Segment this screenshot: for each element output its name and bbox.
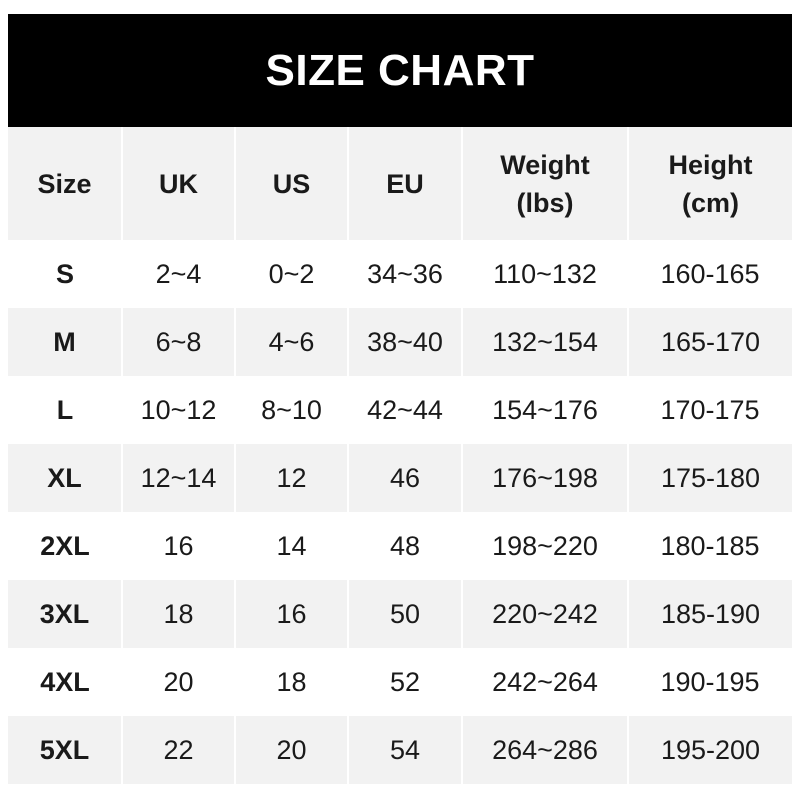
cell-weight: 132~154: [461, 308, 628, 376]
header-text: EU: [386, 168, 424, 199]
column-header-uk: UK: [121, 127, 235, 240]
cell-size: 2XL: [40, 530, 90, 561]
cell-height: 190-195: [660, 666, 760, 697]
cell-size: XL: [8, 444, 122, 512]
cell-eu: 48: [389, 530, 421, 561]
table-row: XL 12~14 12 46 176~198 175-180: [8, 444, 792, 512]
cell-size: L: [56, 394, 74, 425]
cell-weight: 264~286: [461, 716, 628, 784]
cell-weight: 110~132: [493, 258, 597, 289]
header-text: Weight: [500, 149, 590, 180]
column-header-us: US: [234, 127, 348, 240]
table-row: M 6~8 4~6 38~40 132~154 165-170: [8, 308, 792, 376]
cell-weight: 154~176: [492, 394, 598, 425]
cell-eu: 42~44: [367, 394, 443, 425]
header-text: Height: [668, 149, 753, 180]
header-text: Size: [37, 168, 92, 199]
cell-size: 4XL: [40, 666, 90, 697]
cell-uk: 16: [163, 530, 194, 561]
cell-height: 160-165: [660, 258, 760, 289]
table-row: S 2~4 0~2 34~36 110~132 160-165: [8, 240, 792, 308]
column-header-eu: EU: [347, 127, 462, 240]
cell-eu: 52: [389, 666, 421, 697]
header-text: UK: [159, 168, 198, 199]
cell-us: 8~10: [261, 394, 322, 425]
cell-us: 16: [234, 580, 348, 648]
cell-eu: 50: [347, 580, 462, 648]
table-row: L 10~12 8~10 42~44 154~176 170-175: [8, 376, 792, 444]
size-chart-table: Size UK US EU Weight (lbs) Height (cm) S 2~4 0~2 3…: [8, 127, 792, 784]
cell-us: 4~6: [234, 308, 348, 376]
cell-uk: 6~8: [121, 308, 235, 376]
table-row: 4XL 20 18 52 242~264 190-195: [8, 648, 792, 716]
cell-height: 180-185: [660, 530, 760, 561]
cell-uk: 18: [121, 580, 235, 648]
cell-size: 5XL: [8, 716, 122, 784]
cell-height: 165-170: [627, 308, 792, 376]
cell-weight: 220~242: [461, 580, 628, 648]
cell-height: 170-175: [660, 394, 760, 425]
cell-height: 175-180: [627, 444, 792, 512]
cell-height: 195-200: [627, 716, 792, 784]
table-row: 5XL 22 20 54 264~286 195-200: [8, 716, 792, 784]
cell-eu: 46: [347, 444, 462, 512]
header-text: (lbs): [516, 187, 574, 218]
cell-us: 18: [276, 666, 307, 697]
cell-weight: 198~220: [492, 530, 598, 561]
size-chart-title: SIZE CHART: [8, 14, 792, 127]
cell-us: 0~2: [268, 258, 315, 289]
cell-uk: 10~12: [140, 394, 217, 425]
header-row: Size UK US EU Weight (lbs) Height (cm): [8, 127, 792, 240]
cell-height: 185-190: [627, 580, 792, 648]
cell-us: 20: [234, 716, 348, 784]
column-header-height: Height (cm): [627, 127, 792, 240]
header-text: US: [272, 168, 311, 199]
cell-us: 14: [276, 530, 307, 561]
cell-uk: 20: [163, 666, 194, 697]
cell-size: S: [55, 258, 74, 289]
table-row: 3XL 18 16 50 220~242 185-190: [8, 580, 792, 648]
cell-eu: 38~40: [347, 308, 462, 376]
column-header-size: Size: [8, 127, 122, 240]
cell-uk: 12~14: [121, 444, 235, 512]
column-header-weight: Weight (lbs): [461, 127, 628, 240]
cell-size: M: [8, 308, 122, 376]
table-row: 2XL 16 14 48 198~220 180-185: [8, 512, 792, 580]
cell-weight: 242~264: [492, 666, 598, 697]
cell-size: 3XL: [8, 580, 122, 648]
cell-eu: 34~36: [367, 258, 443, 289]
cell-uk: 22: [121, 716, 235, 784]
cell-weight: 176~198: [461, 444, 628, 512]
cell-eu: 54: [347, 716, 462, 784]
header-text: (cm): [681, 187, 739, 218]
cell-uk: 2~4: [155, 258, 202, 289]
cell-us: 12: [234, 444, 348, 512]
